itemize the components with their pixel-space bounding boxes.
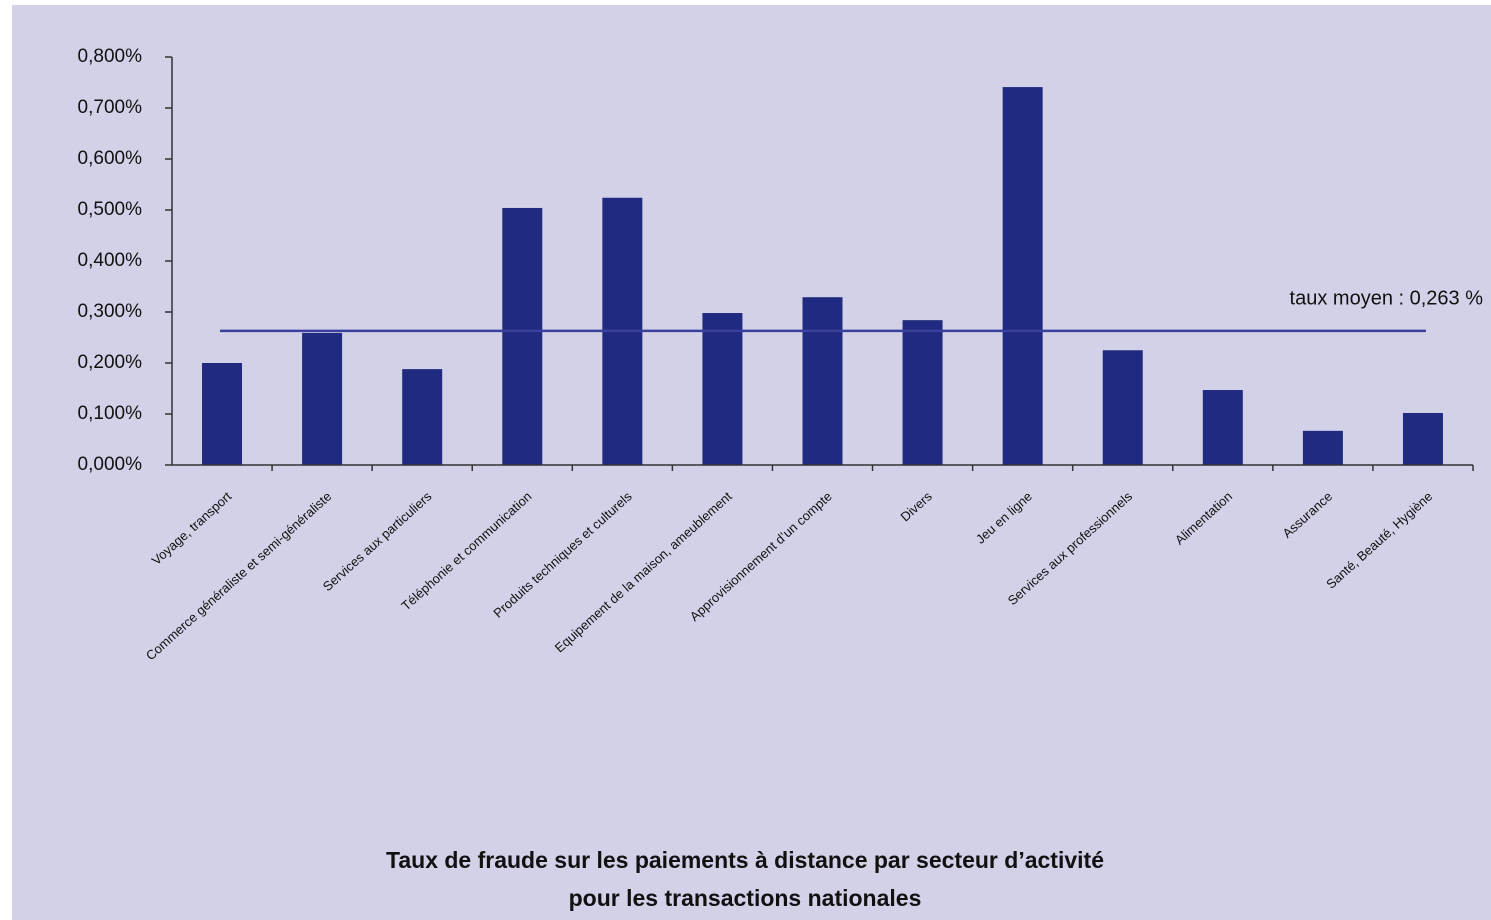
bar <box>502 207 543 465</box>
chart-title: pour les transactions nationales <box>569 885 922 911</box>
bar <box>702 313 743 465</box>
bar <box>1402 412 1443 465</box>
bar <box>402 369 443 465</box>
bar <box>202 363 243 465</box>
y-tick-label: 0,200% <box>78 352 143 373</box>
y-tick-label: 0,300% <box>78 301 143 322</box>
y-tick-label: 0,500% <box>78 199 143 220</box>
bar <box>902 320 943 465</box>
bar <box>1102 350 1143 465</box>
y-tick-label: 0,000% <box>78 454 143 475</box>
y-tick-label: 0,700% <box>78 97 143 118</box>
bar <box>302 332 343 465</box>
background <box>12 5 1491 920</box>
y-tick-label: 0,400% <box>78 250 143 271</box>
bar <box>1002 87 1043 465</box>
y-tick-label: 0,600% <box>78 148 143 169</box>
bar <box>1302 430 1343 465</box>
chart-title: Taux de fraude sur les paiements à dista… <box>386 847 1104 873</box>
y-tick-label: 0,800% <box>78 46 143 67</box>
y-tick-label: 0,100% <box>78 403 143 424</box>
mean-label: taux moyen : 0,263 % <box>1290 287 1484 309</box>
bar <box>1202 390 1243 465</box>
bar <box>802 297 843 465</box>
